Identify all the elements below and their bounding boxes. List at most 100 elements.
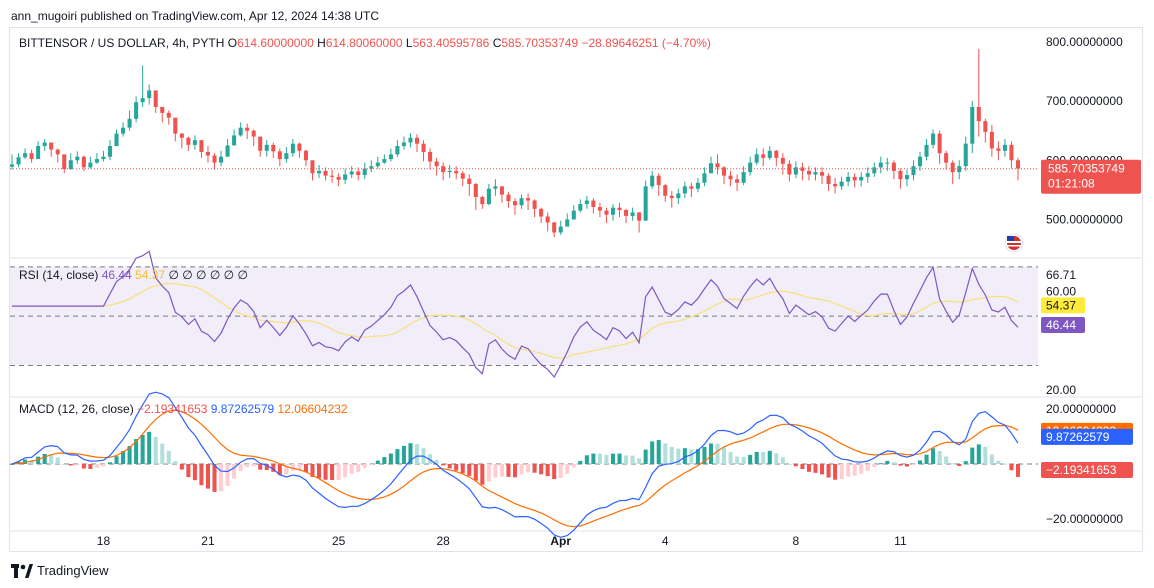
macd-hist-bar (36, 456, 41, 464)
macd-hist-bar (42, 453, 47, 464)
macd-hist-bar (134, 439, 139, 464)
candle-body (428, 151, 433, 162)
macd-hist-bar (676, 448, 681, 464)
rsi-axis-tick: 60.00 (1046, 285, 1076, 299)
rsi-legend-part: ∅ (182, 268, 196, 282)
rsi-legend-part: ∅ (196, 268, 210, 282)
candle-body (401, 142, 406, 147)
candle-body (29, 153, 34, 160)
candle-body (1015, 160, 1021, 169)
candle-body (388, 154, 393, 160)
macd-line (11, 391, 1019, 538)
candle-body (179, 133, 184, 138)
candle-body (1002, 144, 1007, 151)
candle-body (682, 186, 687, 194)
candle-body (820, 172, 825, 176)
candle-body (81, 156, 86, 168)
macd-hist-bar (264, 464, 269, 471)
candle-body (650, 175, 655, 187)
macd-hist-bar (258, 464, 263, 470)
tradingview-logo-icon (11, 563, 33, 578)
macd-legend-part: 9.87262579 (211, 402, 278, 416)
rsi-legend-part: ∅ (210, 268, 224, 282)
candle-body (891, 162, 896, 171)
macd-hist-bar (761, 451, 766, 464)
macd-hist-bar (303, 464, 308, 473)
macd-hist-bar (94, 464, 99, 468)
time-axis-tick: 4 (662, 534, 669, 548)
macd-hist-bar (774, 453, 779, 464)
macd-hist-bar (878, 463, 883, 465)
macd-hist-bar (539, 464, 544, 475)
candle-body (303, 150, 308, 161)
macd-hist-bar (552, 464, 557, 480)
candle-body (695, 182, 700, 189)
candle-body (950, 162, 955, 173)
candle-body (604, 210, 609, 215)
candle-body (493, 186, 498, 189)
candle-body (499, 186, 504, 195)
candle-body (310, 160, 315, 174)
macd-hist-bar (970, 447, 975, 464)
candle-body (121, 127, 126, 134)
candle-body (421, 143, 426, 152)
candle-body (153, 90, 158, 107)
candle-body (833, 183, 838, 187)
candle-body (839, 181, 844, 187)
macd-hist-bar (846, 464, 851, 477)
macd-hist-bar (650, 441, 655, 464)
candle-body (722, 167, 727, 176)
macd-hist-bar (806, 464, 811, 472)
us-flag-icon (1007, 236, 1014, 241)
macd-hist-bar (708, 443, 713, 464)
candle-body (134, 102, 139, 119)
candle-body (663, 185, 668, 196)
macd-hist-bar (1002, 463, 1007, 465)
candle-body (264, 144, 269, 151)
macd-hist-bar (630, 455, 635, 464)
legend-part: C (493, 36, 502, 50)
candle-body (186, 137, 191, 145)
candle-body (62, 154, 67, 170)
candle-body (317, 170, 322, 174)
legend-part: L (406, 36, 413, 50)
candle-body (944, 153, 949, 163)
macd-hist-bar (604, 454, 609, 464)
candle-body (94, 159, 99, 163)
candle-body (637, 212, 642, 221)
rsi-legend-part: ∅ (168, 268, 182, 282)
candle-body (898, 170, 903, 180)
candle-body (323, 170, 328, 176)
candle-body (904, 175, 909, 180)
macd-hist-bar (447, 464, 452, 469)
candle-body (192, 140, 197, 145)
macd-hist-bar (715, 443, 720, 464)
macd-hist-bar (9, 464, 15, 465)
candle-body (362, 168, 367, 176)
macd-hist-bar (872, 464, 877, 468)
candle-body (539, 208, 544, 217)
legend-part: H (317, 36, 326, 50)
macd-hist-bar (989, 454, 994, 464)
macd-hist-bar (852, 464, 857, 476)
candle-body (101, 156, 106, 160)
candle-body (761, 154, 766, 158)
macd-hist-bar (81, 464, 86, 469)
macd-hist-bar (375, 460, 380, 464)
candle-body (343, 174, 348, 180)
legend-part: 563.40595786 (413, 36, 493, 50)
legend-part: 614.80060000 (326, 36, 406, 50)
rsi-legend-part: RSI (14, close) (19, 268, 102, 282)
candle-body (55, 149, 60, 155)
candle-body (643, 186, 648, 221)
macd-hist-bar (219, 464, 224, 491)
macd-hist-bar (460, 464, 465, 474)
macd-hist-bar (813, 464, 818, 473)
macd-hist-bar (140, 434, 145, 464)
macd-macd-tag-label: 9.87262579 (1046, 430, 1110, 444)
candle-body (219, 156, 224, 163)
candle-body (610, 207, 616, 215)
tradingview-brand[interactable]: TradingView (11, 563, 109, 578)
candle-body (976, 106, 981, 122)
